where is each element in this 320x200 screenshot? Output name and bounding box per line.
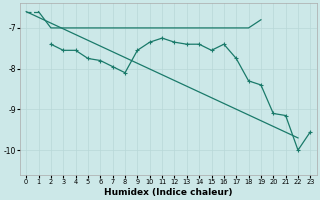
X-axis label: Humidex (Indice chaleur): Humidex (Indice chaleur) [104, 188, 233, 197]
